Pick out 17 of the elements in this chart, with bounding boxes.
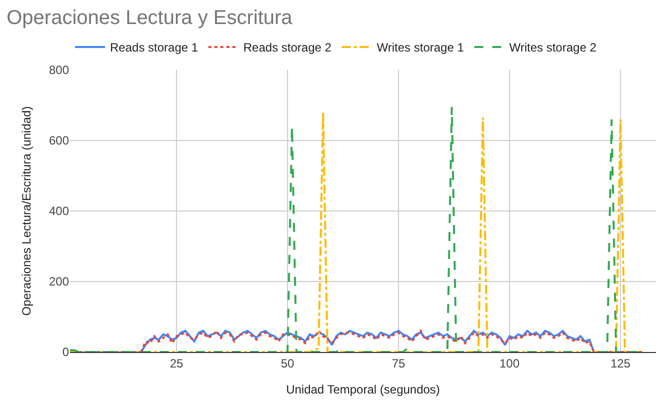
- y-tick-label: 200: [48, 274, 70, 289]
- chart-title: Operaciones Lectura y Escritura: [6, 7, 294, 30]
- y-tick-label: 800: [48, 63, 70, 78]
- y-tick-label: 400: [48, 204, 70, 218]
- legend-label: Writes storage 2: [509, 40, 597, 55]
- x-tick-label: 75: [392, 356, 406, 370]
- y-tick-label: 0: [62, 345, 70, 360]
- x-tick-label: 125: [610, 356, 631, 370]
- x-axis-title: Unidad Temporal (segundos): [286, 382, 440, 396]
- y-tick-label: 600: [48, 134, 70, 148]
- legend-label: Reads storage 2: [243, 40, 332, 55]
- x-tick-label: 50: [280, 356, 295, 370]
- x-tick-label: 100: [499, 356, 520, 370]
- legend-label: Writes storage 1: [376, 40, 464, 55]
- legend-label: Reads storage 1: [110, 40, 198, 55]
- x-tick-label: 25: [170, 356, 184, 370]
- y-axis-title: Operaciones Lectura/Escritura (unidad): [19, 106, 34, 316]
